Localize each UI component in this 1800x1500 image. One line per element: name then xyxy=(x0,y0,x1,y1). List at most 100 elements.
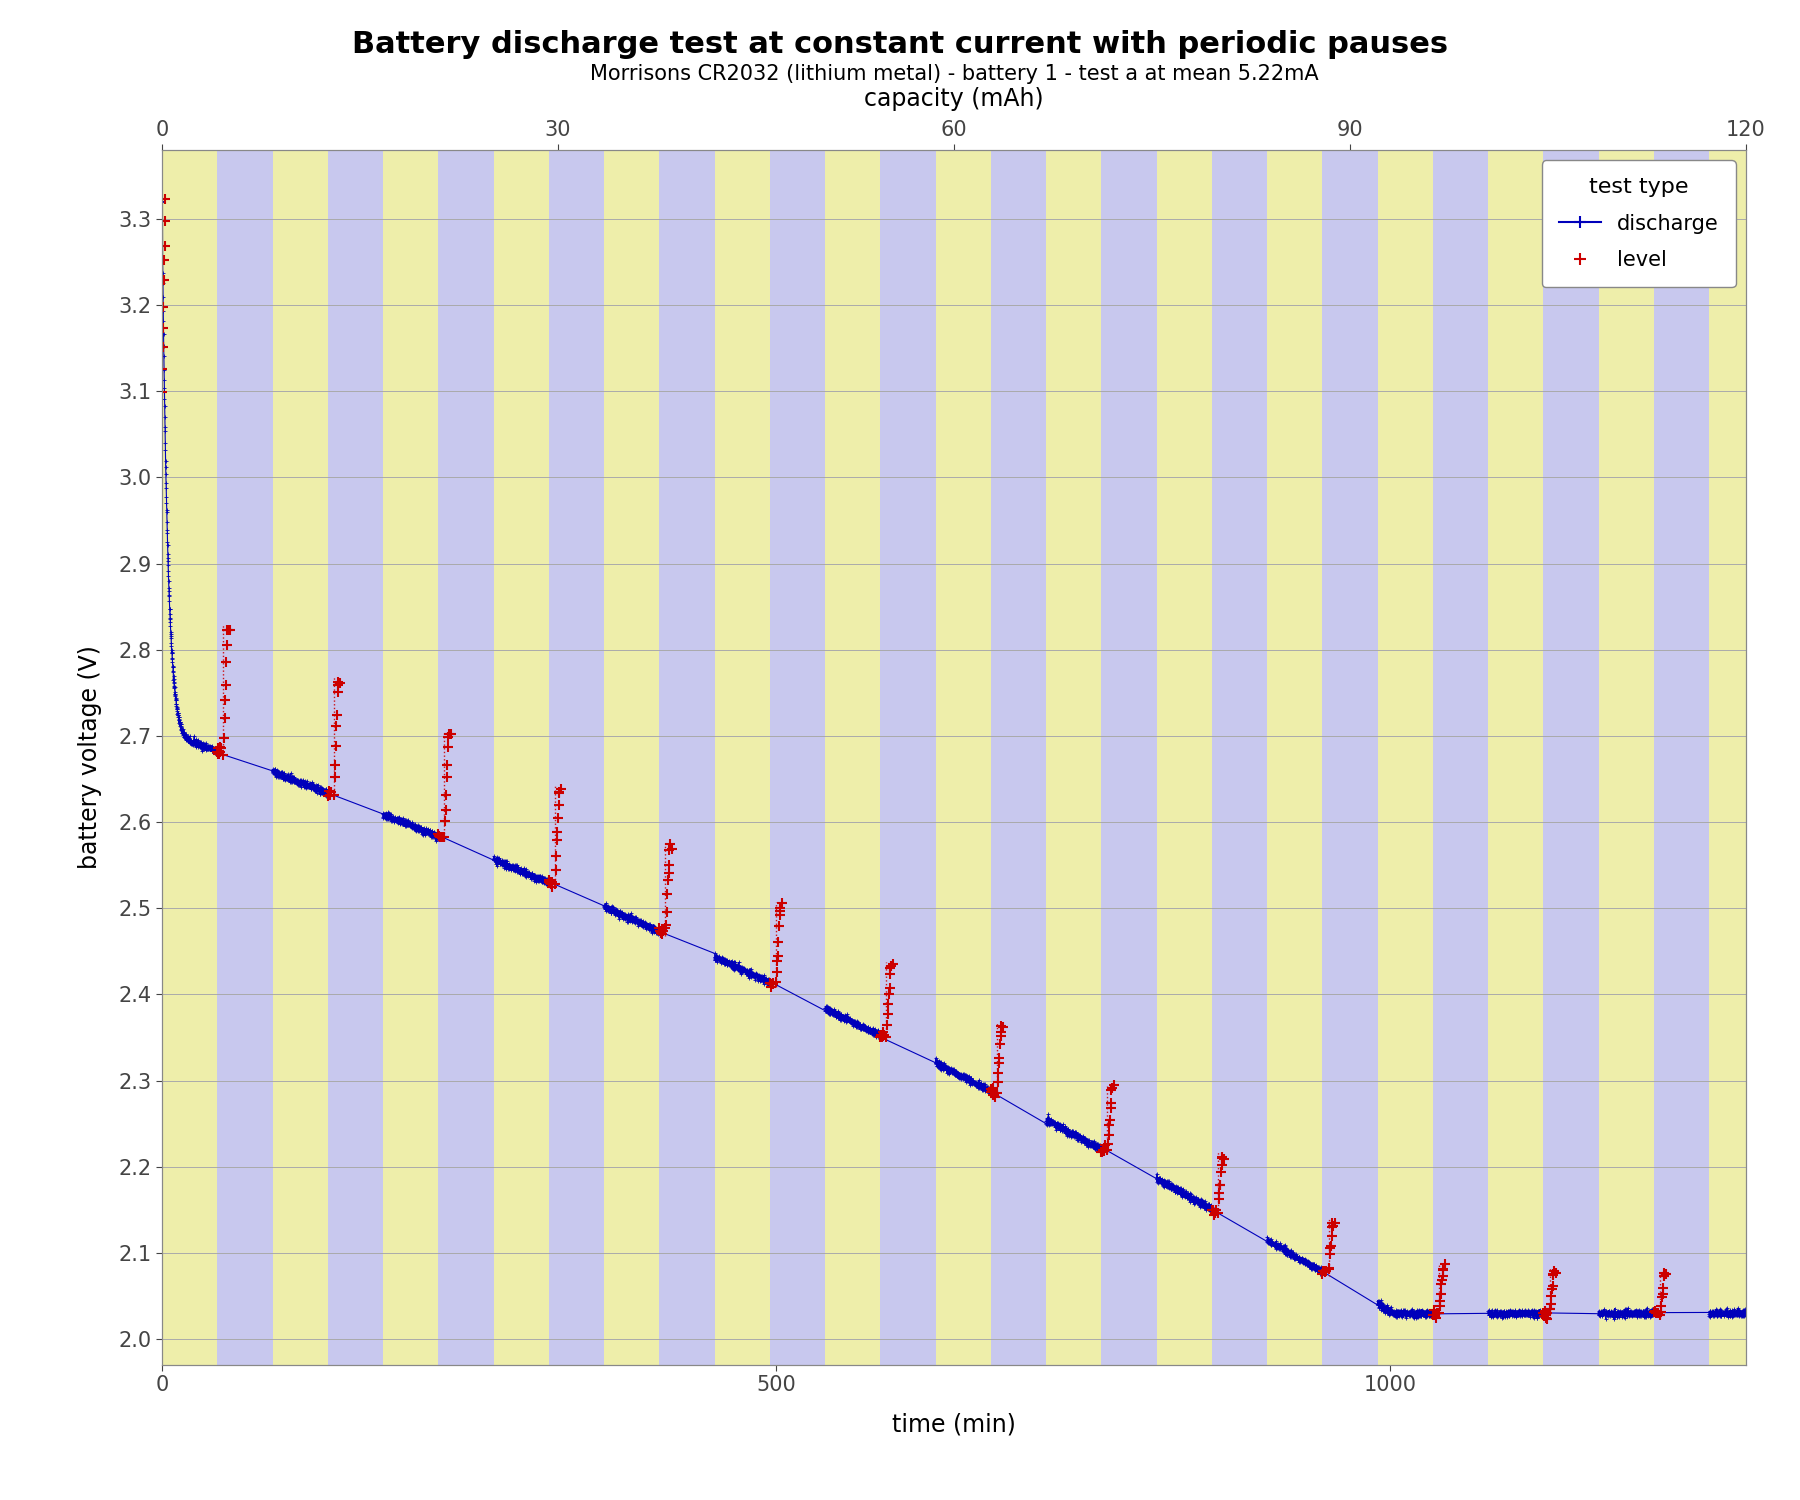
level xyxy=(1539,1263,1568,1287)
level xyxy=(655,852,684,876)
level xyxy=(767,891,796,915)
level xyxy=(151,209,180,232)
level xyxy=(544,794,572,818)
level xyxy=(1316,1236,1345,1260)
discharge xyxy=(1046,1116,1067,1134)
level xyxy=(1096,1095,1125,1119)
level xyxy=(211,672,239,696)
level xyxy=(1318,1224,1346,1248)
level xyxy=(977,1078,1006,1102)
level xyxy=(1647,1300,1676,1324)
discharge xyxy=(499,858,520,876)
Y-axis label: battery voltage (V): battery voltage (V) xyxy=(77,645,101,870)
level xyxy=(1426,1290,1454,1314)
level xyxy=(868,1023,896,1047)
level xyxy=(1528,1302,1557,1326)
level xyxy=(1431,1252,1460,1276)
level xyxy=(1642,1300,1670,1324)
level xyxy=(1314,1256,1343,1280)
Title: Morrisons CR2032 (lithium metal) - battery 1 - test a at mean 5.22mA: Morrisons CR2032 (lithium metal) - batte… xyxy=(590,64,1318,84)
level xyxy=(209,726,238,750)
level xyxy=(1427,1272,1456,1296)
Bar xyxy=(1543,150,1598,1365)
level xyxy=(653,882,682,906)
level xyxy=(203,736,232,760)
level xyxy=(1319,1210,1348,1234)
level xyxy=(1087,1140,1116,1164)
level xyxy=(1535,1298,1564,1322)
level xyxy=(436,722,464,746)
level xyxy=(1094,1124,1123,1148)
level xyxy=(981,1084,1010,1108)
level xyxy=(432,783,461,807)
level xyxy=(544,780,572,804)
level xyxy=(761,960,790,984)
level xyxy=(1089,1138,1118,1162)
level xyxy=(151,188,180,211)
Bar xyxy=(990,150,1046,1365)
level xyxy=(1640,1299,1669,1323)
level xyxy=(877,962,905,986)
level xyxy=(986,1014,1015,1038)
X-axis label: time (min): time (min) xyxy=(893,1412,1015,1436)
level xyxy=(1427,1269,1456,1293)
discharge xyxy=(1051,1122,1073,1140)
level xyxy=(315,778,344,802)
level xyxy=(535,868,563,892)
level xyxy=(1199,1203,1228,1227)
level xyxy=(544,807,572,831)
level xyxy=(148,334,176,358)
level xyxy=(1420,1299,1449,1323)
Bar xyxy=(328,150,383,1365)
level xyxy=(1310,1258,1339,1282)
level xyxy=(149,296,178,320)
level xyxy=(212,651,241,675)
level xyxy=(1309,1262,1337,1286)
level xyxy=(765,914,794,938)
level xyxy=(763,950,792,974)
Bar xyxy=(549,150,605,1365)
level xyxy=(547,777,576,801)
Bar xyxy=(162,150,218,1365)
level xyxy=(205,740,234,764)
level xyxy=(1206,1173,1235,1197)
level xyxy=(434,724,463,748)
level xyxy=(203,742,232,766)
level xyxy=(1532,1308,1561,1332)
level xyxy=(655,837,684,861)
level xyxy=(1208,1154,1237,1178)
level xyxy=(1420,1304,1449,1328)
level xyxy=(149,315,178,339)
Bar xyxy=(715,150,770,1365)
Bar xyxy=(936,150,990,1365)
level xyxy=(652,915,680,939)
level xyxy=(988,1014,1017,1038)
level xyxy=(149,234,178,258)
level xyxy=(423,822,452,846)
level xyxy=(1418,1304,1447,1328)
level xyxy=(873,1014,902,1038)
level xyxy=(542,844,571,868)
level xyxy=(148,357,176,381)
level xyxy=(986,1024,1015,1048)
level xyxy=(313,784,342,808)
level xyxy=(1532,1304,1561,1328)
level xyxy=(1643,1300,1672,1324)
level xyxy=(1096,1108,1125,1132)
level xyxy=(216,618,245,642)
level xyxy=(315,783,344,807)
level xyxy=(868,1024,896,1048)
level xyxy=(1539,1262,1568,1286)
level xyxy=(432,798,461,822)
Bar xyxy=(1433,150,1489,1365)
discharge xyxy=(313,782,335,800)
level xyxy=(545,782,574,806)
level xyxy=(1208,1144,1237,1168)
level xyxy=(1530,1299,1559,1323)
level xyxy=(646,921,675,945)
level xyxy=(324,674,353,698)
Bar xyxy=(1489,150,1543,1365)
level xyxy=(542,828,571,852)
level xyxy=(1539,1274,1568,1298)
level xyxy=(760,972,788,996)
